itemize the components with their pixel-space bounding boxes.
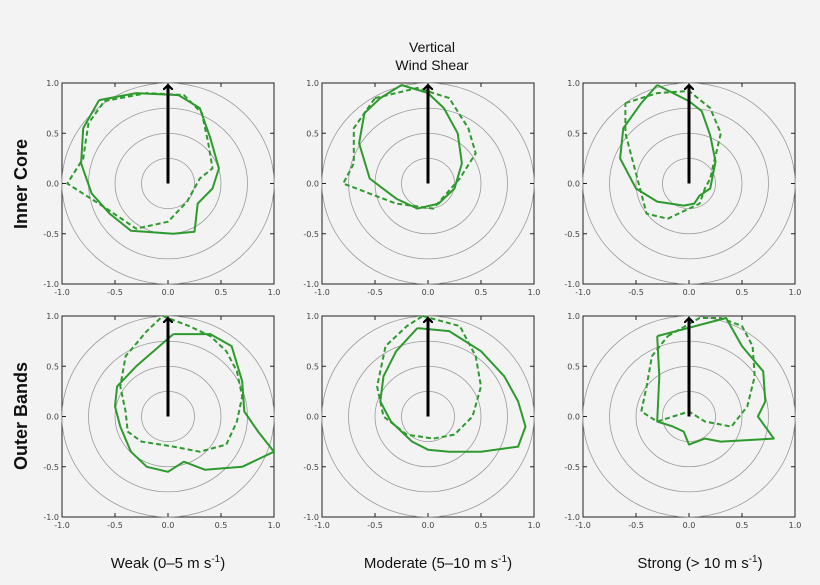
x-tick-label: -0.5 [107, 521, 123, 530]
x-tick-label: 0.5 [215, 288, 228, 297]
x-tick-label: -0.5 [367, 521, 383, 530]
row-label-inner-core: Inner Core [11, 139, 31, 229]
y-tick-label: -0.5 [43, 463, 59, 472]
panel-inner-weak: -1.0 -0.5 0.0 0.5 1.0 -1.0 -0.5 0.0 0.5 1.0 [43, 79, 280, 297]
column-label-strong-main: Strong (> 10 m s [637, 555, 748, 572]
x-tick-label: -1.0 [54, 521, 70, 530]
series-solid-line [80, 92, 220, 235]
panel-outer-moderate: -1.0 -0.5 0.0 0.5 1.0 -1.0 -0.5 0.0 0.5 1.0 [303, 312, 540, 530]
x-tick-label: 0.0 [162, 521, 175, 530]
x-tick-label: 0.0 [683, 288, 696, 297]
y-tick-label: 0.0 [567, 180, 580, 189]
y-tick-label: -0.5 [43, 230, 59, 239]
y-tick-label: 0.0 [46, 413, 59, 422]
series-dashed-line [640, 317, 756, 428]
x-tick-label: 0.5 [475, 288, 488, 297]
y-tick-label: -1.0 [43, 513, 59, 522]
x-tick-label: 1.0 [268, 521, 281, 530]
y-tick-label: 1.0 [46, 79, 59, 88]
column-label-weak-sup: -1 [211, 554, 220, 565]
x-tick-label: -0.5 [628, 521, 644, 530]
y-tick-label: -1.0 [303, 513, 319, 522]
series-solid-line [619, 84, 717, 207]
x-tick-label: -1.0 [54, 288, 70, 297]
y-tick-label: 0.5 [46, 129, 59, 138]
y-tick-label: -0.5 [303, 463, 319, 472]
x-tick-label: 0.0 [422, 521, 435, 530]
series-solid-line [656, 317, 775, 446]
y-tick-label: -0.5 [564, 463, 580, 472]
y-tick-label: 0.0 [567, 413, 580, 422]
x-tick-label: -1.0 [314, 521, 330, 530]
y-tick-label: -0.5 [303, 230, 319, 239]
x-tick-label: -1.0 [314, 288, 330, 297]
x-tick-label: 1.0 [528, 521, 541, 530]
panel-inner-moderate: -1.0 -0.5 0.0 0.5 1.0 -1.0 -0.5 0.0 0.5 1.0 [303, 79, 540, 297]
y-tick-label: 0.5 [306, 129, 319, 138]
y-tick-label: 0.0 [306, 180, 319, 189]
column-label-strong: Strong (> 10 m s-1) [637, 554, 762, 572]
x-tick-label: 0.5 [475, 521, 488, 530]
x-tick-label: 1.0 [789, 521, 802, 530]
column-label-weak-main: Weak (0–5 m s [111, 555, 212, 572]
figure-title-line-2: Wind Shear [395, 57, 468, 73]
x-tick-label: -1.0 [575, 521, 591, 530]
y-tick-label: -1.0 [564, 513, 580, 522]
column-label-strong-tail: ) [758, 555, 763, 572]
x-tick-label: 1.0 [268, 288, 281, 297]
x-tick-label: 0.0 [683, 521, 696, 530]
y-tick-label: 0.5 [306, 362, 319, 371]
series-dashed-line [342, 87, 477, 210]
y-tick-label: 1.0 [306, 312, 319, 321]
y-tick-label: 0.5 [46, 362, 59, 371]
column-label-weak-tail: ) [220, 555, 225, 572]
x-tick-label: 0.5 [215, 521, 228, 530]
x-tick-label: 0.0 [422, 288, 435, 297]
column-label-moderate-tail: ) [507, 555, 512, 572]
x-tick-label: -0.5 [367, 288, 383, 297]
y-tick-label: 1.0 [46, 312, 59, 321]
row-label-outer-bands: Outer Bands [11, 362, 31, 470]
series-dashed-line [66, 92, 214, 230]
y-tick-label: -0.5 [564, 230, 580, 239]
x-tick-label: -0.5 [628, 288, 644, 297]
x-tick-label: -0.5 [107, 288, 123, 297]
figure-title-line-1: Vertical [409, 39, 455, 55]
y-tick-label: 1.0 [306, 79, 319, 88]
column-label-strong-sup: -1 [749, 554, 758, 565]
panel-outer-strong: -1.0 -0.5 0.0 0.5 1.0 -1.0 -0.5 0.0 0.5 1.0 [564, 312, 801, 530]
series-dashed-line [119, 315, 244, 453]
series-solid-line [358, 84, 463, 210]
column-label-weak: Weak (0–5 m s-1) [111, 554, 226, 572]
x-tick-label: -1.0 [575, 288, 591, 297]
y-tick-label: 1.0 [567, 312, 580, 321]
x-tick-label: 1.0 [528, 288, 541, 297]
series-solid-line [114, 333, 275, 473]
series-solid-line [379, 327, 527, 453]
y-tick-label: 0.0 [46, 180, 59, 189]
y-tick-label: -1.0 [303, 280, 319, 289]
y-tick-label: -1.0 [43, 280, 59, 289]
panel-inner-strong: -1.0 -0.5 0.0 0.5 1.0 -1.0 -0.5 0.0 0.5 1.0 [564, 79, 801, 297]
y-tick-label: 1.0 [567, 79, 580, 88]
y-tick-label: 0.0 [306, 413, 319, 422]
column-label-moderate-main: Moderate (5–10 m s [364, 555, 498, 572]
panel-outer-weak: -1.0 -0.5 0.0 0.5 1.0 -1.0 -0.5 0.0 0.5 1.0 [43, 312, 280, 530]
panels: -1.0 -0.5 0.0 0.5 1.0 -1.0 -0.5 0.0 0.5 1.0 -1.0 -0… [43, 79, 801, 530]
x-tick-label: 0.0 [162, 288, 175, 297]
series-dashed-line [376, 315, 482, 440]
x-tick-label: 1.0 [789, 288, 802, 297]
column-label-moderate-sup: -1 [498, 554, 507, 565]
y-tick-label: 0.5 [567, 129, 580, 138]
x-tick-label: 0.5 [736, 288, 749, 297]
y-tick-label: 0.5 [567, 362, 580, 371]
y-tick-label: -1.0 [564, 280, 580, 289]
x-tick-label: 0.5 [736, 521, 749, 530]
column-label-moderate: Moderate (5–10 m s-1) [364, 554, 512, 572]
